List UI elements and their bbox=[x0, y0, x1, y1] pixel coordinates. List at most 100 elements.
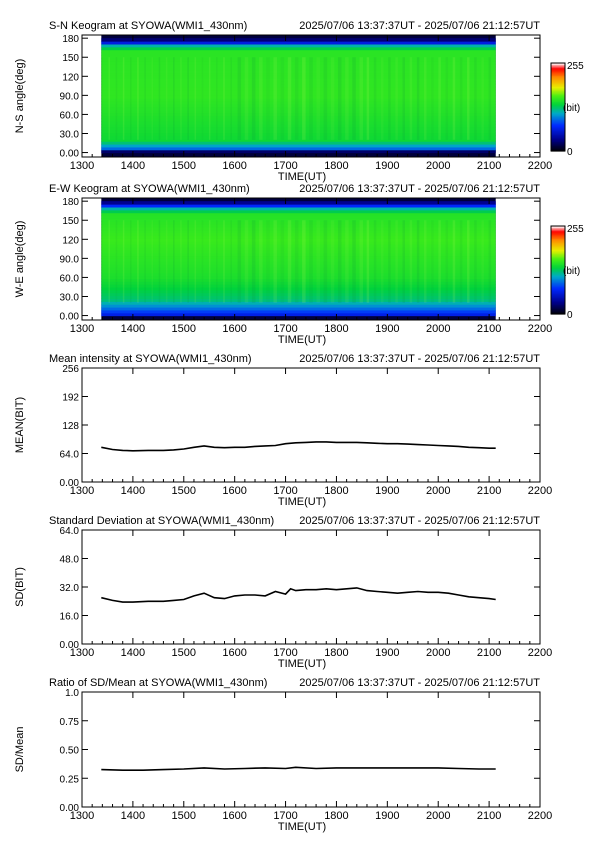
sn-keogram-streak bbox=[201, 57, 204, 140]
mean-x-tick-label: 1900 bbox=[375, 485, 399, 497]
sn-colorbar-max: 255 bbox=[567, 61, 584, 72]
sn-colorbar: 255 (bit) 0 bbox=[550, 61, 584, 158]
ew-keogram-streak bbox=[273, 220, 277, 303]
ew-colorbar-segment bbox=[551, 300, 565, 303]
sd-x-tick-label: 2100 bbox=[477, 647, 501, 659]
ew-colorbar-segment bbox=[551, 231, 565, 234]
ew-keogram-streak bbox=[294, 220, 299, 303]
sn-keogram-row bbox=[101, 38, 496, 42]
ew-colorbar-segment bbox=[551, 232, 565, 235]
sn-keogram-row bbox=[101, 83, 496, 88]
sn-colorbar-segment bbox=[551, 76, 565, 79]
ew-colorbar-segment bbox=[551, 294, 565, 297]
sn-colorbar-segment bbox=[551, 100, 565, 103]
sd-plot-frame bbox=[81, 529, 541, 645]
ew-keogram-row bbox=[101, 301, 496, 305]
ew-keogram-streak bbox=[151, 220, 154, 303]
sd-x-tick-label: 1800 bbox=[324, 647, 348, 659]
ew-colorbar-segment bbox=[551, 290, 565, 293]
sn-y-tick-label: 150 bbox=[62, 53, 79, 64]
sd-y-tick-label: 64.0 bbox=[60, 526, 80, 537]
sn-keogram-row bbox=[101, 92, 496, 96]
sn-keogram-row bbox=[101, 75, 496, 79]
ew-colorbar-segment bbox=[551, 243, 565, 246]
ew-keogram-streak bbox=[216, 220, 218, 303]
sn-colorbar-segment bbox=[551, 102, 565, 105]
ratio-x-tick-label: 1300 bbox=[70, 810, 94, 822]
sn-keogram-streak bbox=[452, 57, 456, 140]
ew-y-tick-label: 180 bbox=[62, 197, 79, 208]
sn-colorbar-segment bbox=[551, 123, 565, 126]
sn-keogram-streak bbox=[194, 57, 197, 140]
ew-plot-frame bbox=[81, 197, 541, 321]
sn-colorbar-segment bbox=[551, 78, 565, 81]
sn-colorbar-segment bbox=[551, 127, 565, 130]
ew-keogram-streak bbox=[481, 220, 484, 303]
ew-keogram-streak bbox=[337, 220, 342, 303]
ew-colorbar-segment bbox=[551, 239, 565, 242]
ew-colorbar-segment bbox=[551, 226, 565, 228]
ratio-x-tick-label: 2200 bbox=[528, 810, 552, 822]
ew-colorbar-segment bbox=[551, 275, 565, 278]
ew-x-tick-label: 2200 bbox=[528, 323, 552, 335]
sn-keogram-row bbox=[101, 121, 496, 125]
ew-keogram-streak bbox=[251, 220, 256, 303]
sn-colorbar-segment bbox=[551, 137, 565, 140]
ew-keogram-row bbox=[101, 235, 496, 239]
sn-keogram-streak bbox=[345, 57, 349, 140]
mean-x-tick-label: 2000 bbox=[426, 485, 450, 497]
ew-colorbar-segment bbox=[551, 289, 565, 292]
ew-colorbar-segment bbox=[551, 242, 565, 245]
ew-keogram-row bbox=[101, 252, 496, 257]
sn-keogram-streak bbox=[445, 57, 449, 140]
ew-colorbar-segment bbox=[551, 264, 565, 267]
sn-colorbar-segment bbox=[551, 111, 565, 114]
ratio-series-line bbox=[101, 766, 496, 771]
sn-colorbar-segment bbox=[551, 142, 565, 145]
ew-keogram-streak bbox=[467, 220, 470, 303]
ew-colorbar-segment bbox=[551, 257, 565, 260]
sd-x-tick-label: 1900 bbox=[375, 647, 399, 659]
sn-keogram-row bbox=[101, 81, 496, 85]
sn-keogram-streak bbox=[180, 57, 182, 140]
sd-title: Standard Deviation at SYOWA(WMI1_430nm) bbox=[49, 515, 274, 527]
sn-keogram-streak bbox=[330, 57, 335, 140]
ew-keogram-streak bbox=[187, 220, 189, 303]
sn-colorbar-segment bbox=[551, 71, 565, 74]
ew-keogram-streak bbox=[488, 220, 492, 303]
sn-keogram-row bbox=[101, 55, 496, 59]
sn-keogram-row bbox=[101, 109, 496, 114]
sn-keogram-streak bbox=[244, 57, 249, 140]
sn-colorbar-segment bbox=[551, 129, 565, 131]
ratio-x-tick-label: 1700 bbox=[273, 810, 297, 822]
mean-plot-frame bbox=[81, 367, 541, 483]
ew-colorbar-segment bbox=[551, 298, 565, 301]
ratio-x-tick-label: 1900 bbox=[375, 810, 399, 822]
ratio-x-tick-label: 1600 bbox=[222, 810, 246, 822]
ew-colorbar-segment bbox=[551, 274, 565, 277]
sn-keogram-streak bbox=[165, 57, 168, 140]
ew-colorbar-segment bbox=[551, 297, 565, 300]
sn-keogram-streak bbox=[230, 57, 232, 140]
ew-keogram-streak bbox=[309, 220, 313, 303]
sd-x-axis-label: TIME(UT) bbox=[278, 658, 326, 670]
ew-x-tick-label: 1800 bbox=[324, 323, 348, 335]
sd-time-range: 2025/07/06 13:37:37UT - 2025/07/06 21:12… bbox=[299, 515, 540, 527]
ew-keogram-row bbox=[101, 206, 496, 211]
ew-keogram-image bbox=[101, 198, 496, 320]
sn-colorbar-segment bbox=[551, 74, 565, 76]
sn-colorbar-segment bbox=[551, 133, 565, 136]
sn-keogram-row bbox=[101, 106, 496, 111]
ew-x-tick-label: 1400 bbox=[121, 323, 145, 335]
ew-x-axis-label: TIME(UT) bbox=[278, 334, 326, 346]
ew-x-tick-label: 2100 bbox=[477, 323, 501, 335]
ew-colorbar-segment bbox=[551, 246, 565, 249]
ew-keogram-row bbox=[101, 212, 496, 217]
ew-keogram-row bbox=[101, 272, 496, 277]
sn-y-tick-label: 180 bbox=[62, 34, 79, 45]
ew-keogram-streak bbox=[223, 220, 225, 303]
sd-y-tick-label: 32.0 bbox=[60, 583, 80, 594]
ew-keogram-row bbox=[101, 281, 496, 285]
sn-y-tick-label: 30.0 bbox=[60, 129, 80, 140]
ew-keogram-row bbox=[101, 204, 496, 208]
